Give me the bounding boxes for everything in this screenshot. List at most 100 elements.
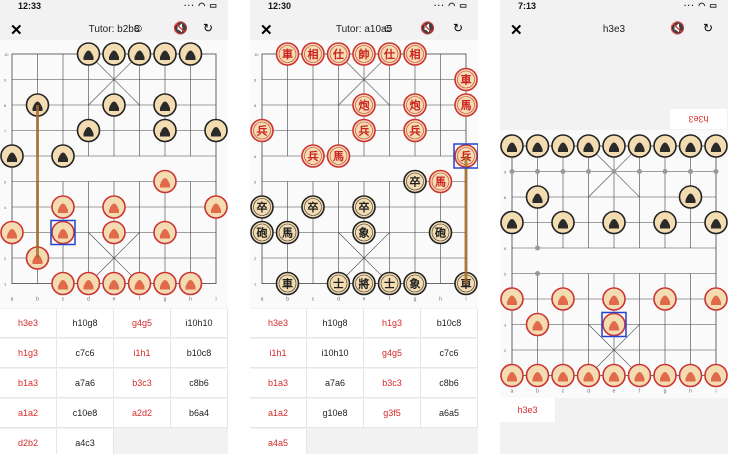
piece-icon (160, 50, 170, 60)
close-icon[interactable]: ✕ (10, 22, 23, 39)
xiangqi-board[interactable]: abcdefghi10987654321 (500, 130, 728, 398)
move-cell[interactable]: a4a5 (250, 429, 307, 454)
move-cell[interactable]: h10g8 (57, 309, 114, 338)
move-cell[interactable]: a2d2 (114, 399, 171, 428)
move-cell[interactable]: i10h10 (307, 339, 364, 368)
piece-icon (583, 372, 594, 382)
piece (326, 271, 351, 296)
piece (326, 42, 351, 66)
move-cell[interactable]: c10e8 (57, 399, 114, 428)
hint-dot (535, 245, 540, 251)
move-cell[interactable]: b3c3 (114, 369, 171, 398)
move-cell[interactable]: g4g5 (114, 309, 171, 338)
move-cell[interactable]: b3c3 (364, 369, 421, 398)
piece-icon (685, 193, 696, 203)
move-list-item[interactable]: h3e3 (500, 398, 555, 422)
move-cell[interactable]: a7a6 (57, 369, 114, 398)
move-cell[interactable]: h10g8 (307, 309, 364, 338)
nav-bar: ✕ Tutor: a10a5 ☺ 🔇 ↻ (250, 16, 478, 44)
file-label: b (286, 297, 289, 303)
piece-icon (609, 295, 619, 305)
piece-icon (558, 372, 568, 382)
nav-bar: ✕ h3e3 🔇 ↻ (500, 16, 728, 44)
move-cell[interactable]: g3f5 (364, 399, 421, 428)
move-cell[interactable]: b6a4 (171, 399, 228, 428)
move-cell[interactable]: c7c6 (421, 339, 478, 368)
piece (403, 271, 427, 296)
rank-label: 5 (504, 272, 507, 277)
file-label: b (36, 297, 39, 303)
tutor-icon[interactable]: ☺ (382, 21, 395, 35)
close-icon[interactable]: ✕ (510, 22, 523, 39)
mute-icon[interactable]: 🔇 (670, 21, 685, 35)
move-cell[interactable]: b1a3 (0, 369, 57, 398)
xiangqi-board[interactable]: abcdefghi10987654321車相仕帥仕相炮炮兵兵兵兵馬兵車馬馬卒卒卒… (250, 40, 478, 308)
piece-ring (406, 45, 424, 63)
rank-label: 6 (254, 154, 257, 159)
piece-icon (109, 280, 119, 290)
piece (250, 118, 274, 143)
move-cell[interactable]: i10h10 (171, 309, 228, 338)
page-title: Tutor: b2b8 (88, 24, 140, 35)
move-cell[interactable]: c7c6 (57, 339, 114, 368)
move-cell[interactable]: i1h1 (114, 339, 171, 368)
move-cell[interactable]: a1a2 (0, 399, 57, 428)
file-label: c (312, 297, 315, 303)
undo-icon[interactable]: ↻ (703, 21, 714, 35)
piece-ring (457, 70, 475, 89)
piece-icon (185, 50, 196, 60)
piece-icon (711, 295, 721, 305)
move-cell[interactable]: h1g3 (0, 339, 57, 368)
piece-icon (83, 127, 94, 137)
file-label: a (261, 297, 264, 303)
move-cell[interactable]: h1g3 (364, 309, 421, 338)
piece-ring (355, 274, 373, 293)
rank-label: 10 (254, 52, 259, 57)
piece-glyph: 士 (333, 277, 344, 291)
move-cell[interactable]: c8b6 (421, 369, 478, 398)
undo-icon[interactable]: ↻ (203, 21, 214, 35)
piece-glyph: 相 (308, 47, 319, 61)
piece-icon (558, 142, 568, 152)
move-cell[interactable]: b10c8 (421, 309, 478, 338)
piece-icon (685, 372, 696, 382)
piece (403, 169, 427, 194)
move-cell[interactable]: a6a5 (421, 399, 478, 428)
hint-dot (637, 169, 642, 174)
signal-wifi-battery-icon: ··· ◠ ▭ (434, 1, 468, 10)
piece-icon (609, 219, 619, 229)
move-cell[interactable]: b10c8 (171, 339, 228, 368)
rank-label: 9 (4, 78, 7, 83)
piece-icon (711, 142, 721, 152)
piece-ring (329, 45, 348, 63)
status-bar: 12:30 ··· ◠ ▭ (250, 0, 478, 14)
rank-label: 9 (504, 170, 507, 175)
move-cell[interactable]: a1a2 (250, 399, 307, 428)
move-cell[interactable]: h3e3 (250, 309, 307, 338)
move-cell[interactable]: d2b2 (0, 429, 57, 454)
close-icon[interactable]: ✕ (260, 22, 273, 39)
move-cell[interactable]: a4c3 (57, 429, 114, 454)
piece-icon (83, 280, 94, 290)
move-cell[interactable]: a7a6 (307, 369, 364, 398)
file-label: f (389, 297, 391, 303)
xiangqi-board[interactable]: abcdefghi10987654321 (0, 40, 228, 308)
move-cell[interactable]: g4g5 (364, 339, 421, 368)
undo-icon[interactable]: ↻ (453, 21, 464, 35)
move-cell[interactable]: b1a3 (250, 369, 307, 398)
tutor-icon[interactable]: ☺ (132, 21, 145, 35)
nav-bar: ✕ Tutor: b2b8 ☺ 🔇 ↻ (0, 16, 228, 44)
piece-ring (355, 45, 373, 63)
piece (352, 220, 376, 245)
piece-icon (160, 178, 170, 188)
mute-icon[interactable]: 🔇 (173, 21, 188, 35)
move-cell[interactable]: i1h1 (250, 339, 307, 368)
rank-label: 5 (4, 180, 7, 185)
piece-icon (7, 229, 17, 239)
piece (352, 42, 376, 66)
move-cell[interactable]: g10e8 (307, 399, 364, 428)
move-cell[interactable]: h3e3 (0, 309, 57, 338)
mute-icon[interactable]: 🔇 (420, 21, 435, 35)
piece-icon (583, 142, 594, 152)
move-cell[interactable]: c8b6 (171, 369, 228, 398)
